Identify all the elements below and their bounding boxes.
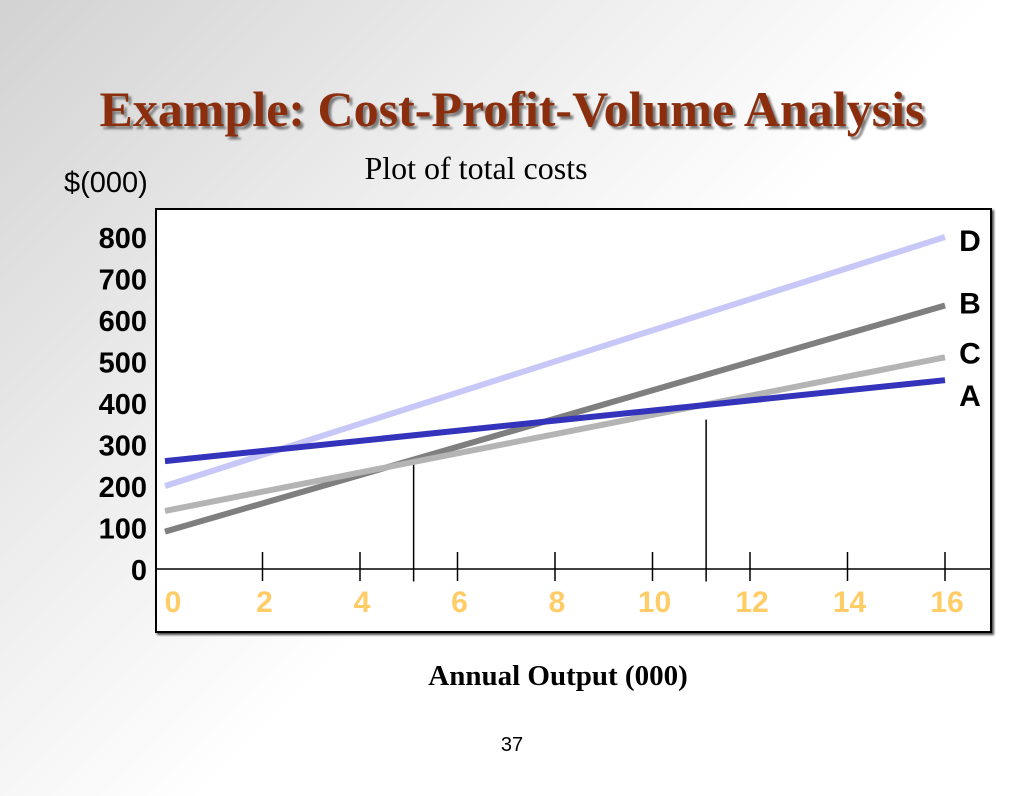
x-tick-label: 4 bbox=[354, 586, 371, 619]
series-label-c: C bbox=[959, 337, 981, 370]
y-tick-label: 300 bbox=[99, 431, 147, 463]
series-label-a: A bbox=[959, 380, 981, 413]
series-label-b: B bbox=[959, 287, 981, 320]
x-tick-label: 0 bbox=[165, 586, 182, 619]
slide-title: Example: Cost-Profit-Volume Analysis bbox=[99, 81, 925, 137]
chart-title: Plot of total costs bbox=[364, 150, 588, 186]
x-tick-label: 8 bbox=[549, 586, 566, 619]
y-tick-label: 100 bbox=[99, 514, 147, 546]
page-number: 37 bbox=[500, 734, 524, 756]
y-tick-label: 200 bbox=[99, 472, 147, 504]
x-tick-label: 14 bbox=[833, 586, 867, 619]
series-line-c bbox=[164, 354, 946, 514]
y-tick-label: 600 bbox=[99, 306, 147, 338]
x-tick-label: 16 bbox=[930, 586, 963, 619]
series-line-a bbox=[164, 377, 946, 465]
y-tick-label: 800 bbox=[99, 223, 147, 255]
plot-frame bbox=[155, 208, 992, 633]
y-tick-label: 0 bbox=[131, 555, 147, 587]
x-axis-label: Annual Output (000) bbox=[428, 660, 688, 692]
x-tick-label: 6 bbox=[451, 586, 468, 619]
x-tick-label: 12 bbox=[735, 586, 768, 619]
y-tick-label: 400 bbox=[99, 389, 147, 421]
y-tick-label: 500 bbox=[99, 348, 147, 380]
x-tick-label: 10 bbox=[638, 586, 671, 619]
series-label-d: D bbox=[959, 225, 981, 258]
series-line-d bbox=[164, 234, 946, 489]
y-axis-label: $(000) bbox=[64, 167, 148, 199]
y-tick-label: 700 bbox=[99, 265, 147, 297]
x-tick-label: 2 bbox=[256, 586, 273, 619]
